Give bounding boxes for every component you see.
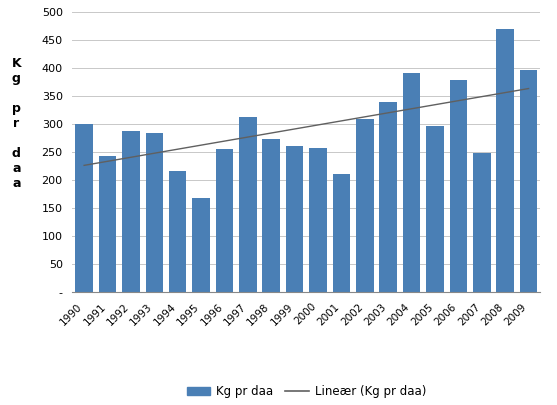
Bar [426, 126, 444, 292]
Bar [309, 148, 327, 292]
Bar [145, 133, 163, 292]
Bar [496, 29, 514, 292]
Bar [473, 153, 491, 292]
Bar [286, 146, 304, 292]
Text: K
g

p
r

d
a
a: K g p r d a a [12, 58, 21, 190]
Bar [356, 119, 374, 292]
Bar [520, 70, 538, 292]
Bar [403, 72, 421, 292]
Bar [99, 156, 116, 292]
Bar [122, 131, 140, 292]
Bar [216, 149, 233, 292]
Bar [379, 102, 397, 292]
Bar [449, 80, 467, 292]
Bar [333, 174, 350, 292]
Bar [169, 171, 187, 292]
Bar [192, 198, 210, 292]
Bar [75, 124, 93, 292]
Bar [239, 117, 257, 292]
Legend: Kg pr daa, Lineær (Kg pr daa): Kg pr daa, Lineær (Kg pr daa) [182, 381, 431, 403]
Bar [262, 139, 280, 292]
